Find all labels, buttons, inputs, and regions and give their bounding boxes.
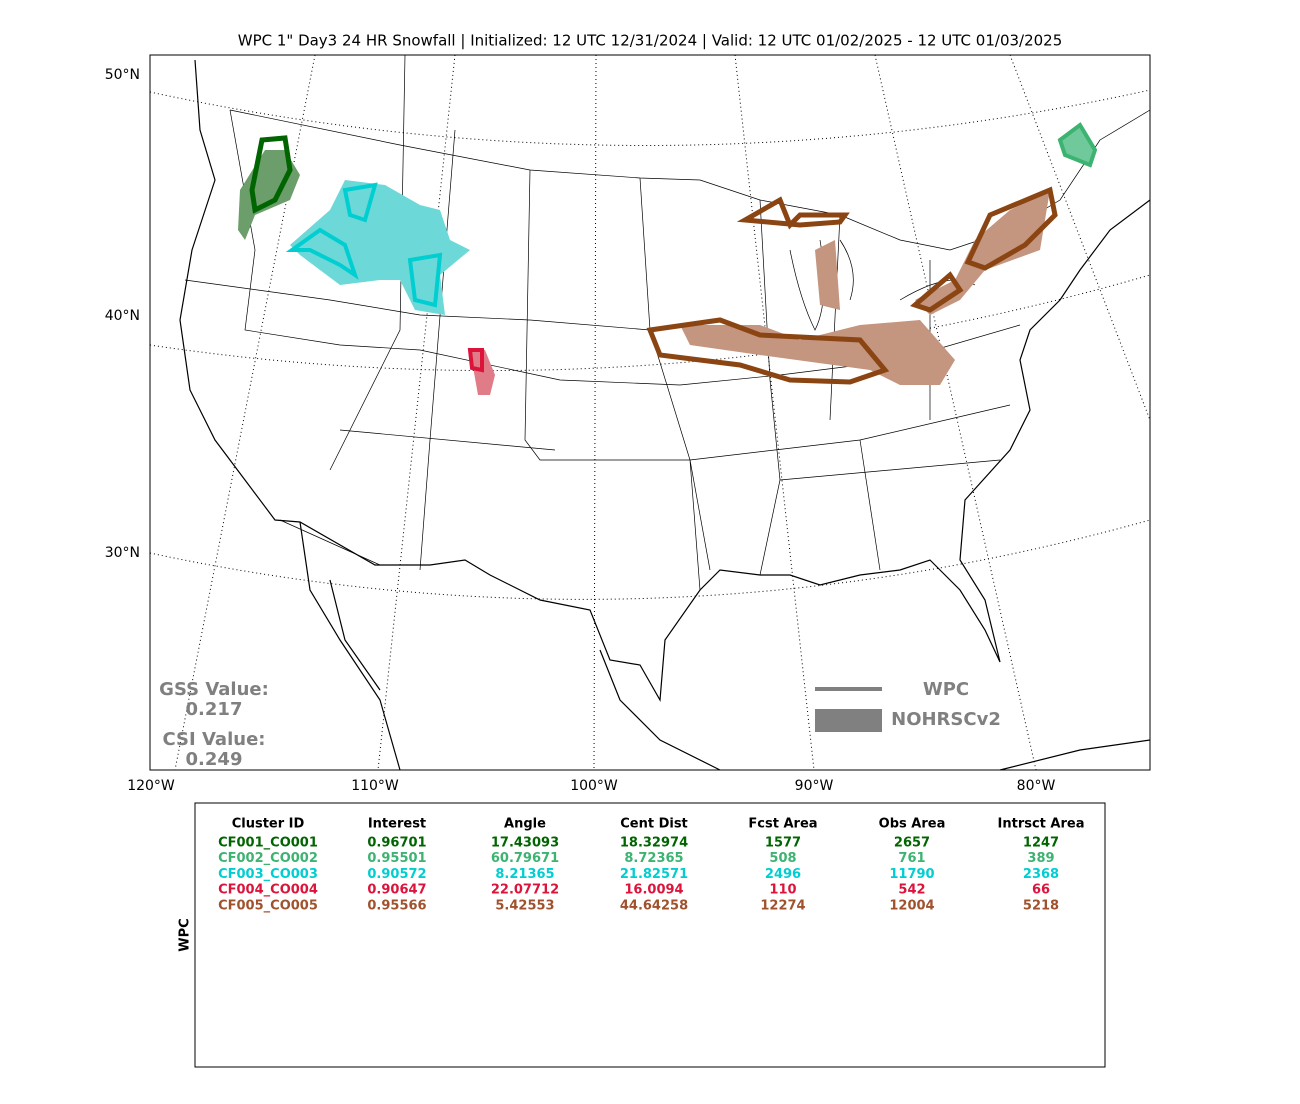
column-header: Cent Dist xyxy=(620,817,688,832)
graticule xyxy=(149,89,1151,600)
table-cell: 21.82571 xyxy=(620,867,688,882)
table-cell: 11790 xyxy=(889,867,934,882)
table-cell: 110 xyxy=(769,883,796,898)
column-header: Cluster ID xyxy=(232,817,305,832)
table-cell: 5.42553 xyxy=(495,898,554,913)
obs-area xyxy=(290,180,470,315)
table-cell: CF004_CO004 xyxy=(218,883,318,898)
title: WPC 1" Day3 24 HR Snowfall | Initialized… xyxy=(238,32,1063,50)
table-cell: 5218 xyxy=(1023,898,1059,913)
obs-area xyxy=(470,350,495,395)
table-cell: 18.32974 xyxy=(620,836,688,851)
fcst-area xyxy=(1057,122,1098,168)
table-cell: 2657 xyxy=(894,836,930,851)
table-cell: 66 xyxy=(1032,883,1050,898)
table-cell: 0.96701 xyxy=(367,836,426,851)
table-cell: 1577 xyxy=(765,836,801,851)
lat-label: 30°N xyxy=(105,545,140,561)
table-cell: 16.0094 xyxy=(624,883,683,898)
lon-label: 80°W xyxy=(1017,778,1056,794)
table-cell: 17.43093 xyxy=(491,836,559,851)
column-header: Obs Area xyxy=(879,817,946,832)
legend-patch xyxy=(815,709,882,732)
table-cell: 1247 xyxy=(1023,836,1059,851)
fcst-area xyxy=(646,186,1058,385)
graticule xyxy=(174,54,1151,771)
lon-label: 90°W xyxy=(795,778,834,794)
map xyxy=(149,54,1151,771)
lon-label: 100°W xyxy=(570,778,618,794)
csi-value: 0.249 xyxy=(186,749,243,770)
table-cell: 542 xyxy=(898,883,925,898)
table-frame xyxy=(194,802,1106,1068)
snow-areas xyxy=(238,122,1098,395)
table-cell: CF002_CO002 xyxy=(218,851,318,866)
table-cell: 2368 xyxy=(1023,867,1059,882)
table-cell: 12004 xyxy=(889,898,934,913)
lon-label: 110°W xyxy=(351,778,399,794)
lat-label: 40°N xyxy=(105,308,140,324)
table-cell: 0.95501 xyxy=(367,851,426,866)
table-cell: 761 xyxy=(898,851,925,866)
mexico-coast xyxy=(299,521,1151,771)
fcst-area xyxy=(467,348,484,373)
table: Cluster ID Interest Angle Cent Dist Fcst Are… xyxy=(218,817,1084,914)
coastline xyxy=(179,59,1151,702)
table-cell: 12274 xyxy=(760,898,805,913)
lat-label: 50°N xyxy=(105,67,140,83)
table-cell: CF005_CO005 xyxy=(218,898,318,913)
table-side-label: WPC xyxy=(178,918,193,951)
column-header: Fcst Area xyxy=(748,817,817,832)
column-header: Interest xyxy=(368,817,426,832)
table-cell: 389 xyxy=(1027,851,1054,866)
table-cell: CF003_CO003 xyxy=(218,867,318,882)
table-cell: 0.95566 xyxy=(367,898,426,913)
table-cell: 2496 xyxy=(765,867,801,882)
table-cell: 8.21365 xyxy=(495,867,554,882)
fcst-area xyxy=(285,182,443,308)
fcst-area xyxy=(249,135,293,214)
table-cell: 508 xyxy=(769,851,796,866)
column-header: Intrsct Area xyxy=(998,817,1085,832)
lon-label: 120°W xyxy=(127,778,175,794)
table-cell: 22.07712 xyxy=(491,883,559,898)
table-cell: 44.64258 xyxy=(620,898,688,913)
map-frame xyxy=(149,54,1151,771)
table-cell: 0.90647 xyxy=(367,883,426,898)
column-header: Angle xyxy=(504,817,546,832)
csi-label: CSI Value: xyxy=(163,729,266,750)
gss-label: GSS Value: xyxy=(159,679,269,700)
legend-entry: NOHRSCv2 xyxy=(891,709,1001,730)
gss-value: 0.217 xyxy=(186,699,243,720)
table-cell: 0.90572 xyxy=(367,867,426,882)
legend-entry: WPC xyxy=(923,679,969,700)
table-cell: 60.79671 xyxy=(491,851,559,866)
table-cell: 8.72365 xyxy=(624,851,683,866)
table-cell: CF001_CO001 xyxy=(218,836,318,851)
